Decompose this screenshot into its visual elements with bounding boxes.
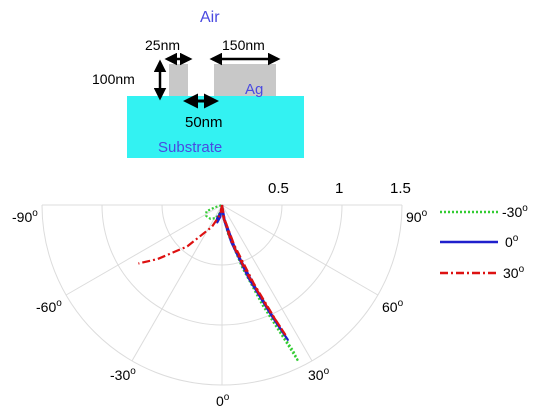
dim-100-label: 100nm <box>92 71 135 87</box>
svg-text:-30o: -30o <box>110 366 136 383</box>
metal-large-block <box>214 64 276 96</box>
metal-small-block <box>169 64 188 96</box>
svg-text:90o: 90o <box>406 208 428 225</box>
substrate-label: Substrate <box>158 139 222 156</box>
series-line-30-0 <box>138 204 224 265</box>
polar-grid <box>41 204 403 386</box>
polar-spoke-m30 <box>131 204 223 362</box>
svg-text:30o: 30o <box>503 264 525 281</box>
polar-chart: 0.5 1 1.5 -90o -60o -30o 0o 30o 60o 90o <box>12 180 428 409</box>
polar-spoke-30 <box>221 204 313 362</box>
angle-label-m30: -30o <box>110 366 136 383</box>
legend: -30o 0o 30o <box>440 203 528 281</box>
svg-text:-60o: -60o <box>36 298 62 315</box>
angle-label-m60: -60o <box>36 298 62 315</box>
svg-text:-30o: -30o <box>502 203 528 220</box>
angle-label-p30: 30o <box>308 366 330 383</box>
dim-50-label: 50nm <box>185 114 223 131</box>
svg-text:-90o: -90o <box>12 208 38 225</box>
polar-spoke-m60 <box>65 204 223 296</box>
series-line-0-1 <box>220 204 289 341</box>
legend-item-0: 0o <box>440 233 519 250</box>
air-label: Air <box>200 9 220 26</box>
radial-tick-label-1-5: 1.5 <box>390 180 411 197</box>
polar-series <box>138 203 300 363</box>
svg-text:60o: 60o <box>382 298 404 315</box>
schematic: Air Substrate Ag 25nm 150nm 100nm 50nm <box>92 9 304 158</box>
dim-25-label: 25nm <box>145 37 180 53</box>
series-line-30-1 <box>220 204 287 336</box>
radial-tick-label-0-5: 0.5 <box>268 180 289 197</box>
angle-label-p90: 90o <box>406 208 428 225</box>
svg-text:30o: 30o <box>308 366 330 383</box>
angle-label-p60: 60o <box>382 298 404 315</box>
dim-150-label: 150nm <box>222 37 265 53</box>
svg-text:0o: 0o <box>505 233 519 250</box>
polar-spoke-60 <box>221 204 379 296</box>
radial-tick-label-1: 1 <box>335 180 343 197</box>
legend-item-m30: -30o <box>440 203 528 220</box>
svg-text:0o: 0o <box>216 392 230 409</box>
ag-label: Ag <box>245 81 263 98</box>
angle-label-0: 0o <box>216 392 230 409</box>
legend-item-30: 30o <box>440 264 525 281</box>
angle-label-m90: -90o <box>12 208 38 225</box>
